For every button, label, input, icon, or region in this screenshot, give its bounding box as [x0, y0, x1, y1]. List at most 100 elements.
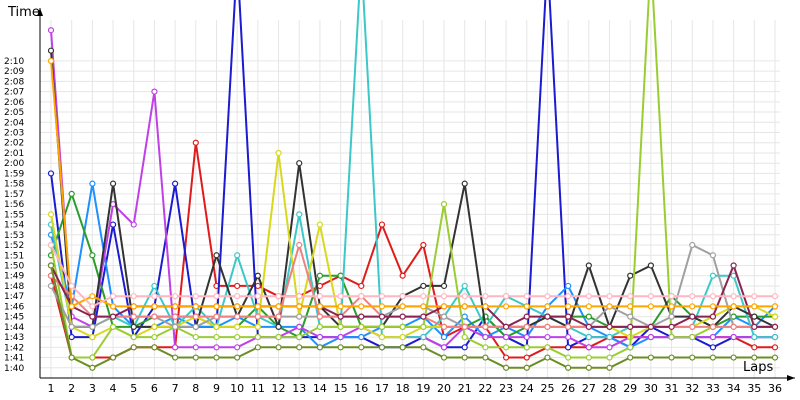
data-point — [440, 293, 448, 300]
data-point — [296, 313, 303, 320]
data-point — [254, 313, 261, 320]
data-point — [606, 293, 613, 300]
data-point — [440, 201, 448, 208]
data-point — [544, 313, 551, 320]
data-point — [689, 293, 696, 300]
data-point — [399, 323, 406, 330]
data-point — [109, 323, 117, 330]
data-point — [130, 303, 137, 310]
data-point — [378, 344, 386, 351]
data-point — [337, 323, 344, 330]
data-point — [399, 272, 406, 279]
data-point — [565, 313, 572, 320]
x-tick-label: 34 — [727, 382, 741, 395]
data-point — [523, 333, 530, 341]
data-point — [47, 282, 55, 290]
data-point — [585, 354, 592, 361]
data-point — [565, 354, 572, 361]
x-tick-label: 7 — [172, 382, 179, 395]
data-point — [461, 180, 468, 187]
data-point — [172, 293, 179, 300]
data-point — [378, 333, 386, 341]
y-tick-label: 1:45 — [4, 313, 24, 323]
data-point — [151, 323, 158, 330]
data-point — [668, 323, 675, 330]
x-tick-label: 12 — [272, 382, 286, 395]
series-line — [50, 0, 775, 359]
data-point — [296, 160, 303, 167]
x-tick-label: 35 — [747, 382, 761, 395]
data-point — [130, 313, 137, 320]
data-point — [213, 323, 220, 330]
y-tick-label: 1:52 — [4, 241, 24, 251]
x-tick-label: 33 — [706, 382, 720, 395]
data-point — [709, 354, 717, 361]
data-point — [130, 293, 137, 300]
data-point — [627, 344, 634, 351]
y-tick-label: 1:50 — [4, 261, 24, 271]
data-point — [89, 180, 96, 187]
data-point — [668, 333, 675, 341]
data-point — [420, 282, 427, 290]
data-point — [647, 262, 654, 269]
data-point — [89, 293, 96, 300]
data-point — [296, 344, 303, 351]
data-point — [234, 282, 241, 290]
data-point — [689, 313, 696, 320]
data-point — [420, 313, 427, 320]
data-point — [440, 303, 448, 310]
data-point — [585, 303, 592, 310]
data-point — [523, 364, 530, 371]
x-tick-label: 13 — [292, 382, 306, 395]
data-point — [172, 180, 179, 187]
data-point — [234, 354, 241, 361]
data-point — [482, 303, 489, 310]
data-point — [585, 364, 592, 371]
x-tick-label: 1 — [48, 382, 55, 395]
x-tick-label: 2 — [68, 382, 75, 395]
data-point — [316, 323, 324, 330]
data-point — [771, 344, 779, 351]
data-point — [234, 293, 241, 300]
series-line — [50, 0, 775, 339]
data-point — [234, 323, 241, 330]
data-point — [440, 344, 448, 351]
x-tick-label: 14 — [313, 382, 327, 395]
data-point — [47, 262, 55, 269]
data-point — [565, 344, 572, 351]
data-point — [440, 323, 448, 330]
data-point — [254, 293, 261, 300]
data-point — [420, 333, 427, 341]
data-point — [296, 293, 303, 300]
data-point — [565, 293, 572, 300]
data-point — [275, 344, 282, 351]
data-point — [130, 344, 137, 351]
y-tick-label: 1:59 — [4, 169, 24, 179]
x-tick-label: 28 — [603, 382, 617, 395]
y-tick-label: 2:04 — [4, 118, 24, 128]
data-point — [275, 313, 282, 320]
data-point — [730, 323, 737, 330]
data-point — [234, 252, 241, 259]
data-point — [730, 333, 737, 341]
data-point — [627, 313, 634, 320]
data-point — [47, 170, 55, 177]
y-tick-label: 1:41 — [4, 354, 24, 364]
y-tick-label: 1:53 — [4, 231, 24, 241]
data-point — [399, 344, 406, 351]
series-line — [50, 0, 775, 349]
data-point — [461, 354, 468, 361]
data-point — [275, 303, 282, 310]
data-point — [213, 313, 220, 320]
data-point — [47, 57, 55, 65]
x-tick-label: 19 — [416, 382, 430, 395]
data-point — [151, 293, 158, 300]
data-point — [47, 47, 55, 54]
data-point — [730, 293, 737, 300]
data-point — [565, 282, 572, 290]
x-tick-label: 25 — [540, 382, 554, 395]
data-point — [730, 303, 737, 310]
data-point — [172, 323, 179, 330]
y-axis-title: Time — [7, 5, 40, 20]
